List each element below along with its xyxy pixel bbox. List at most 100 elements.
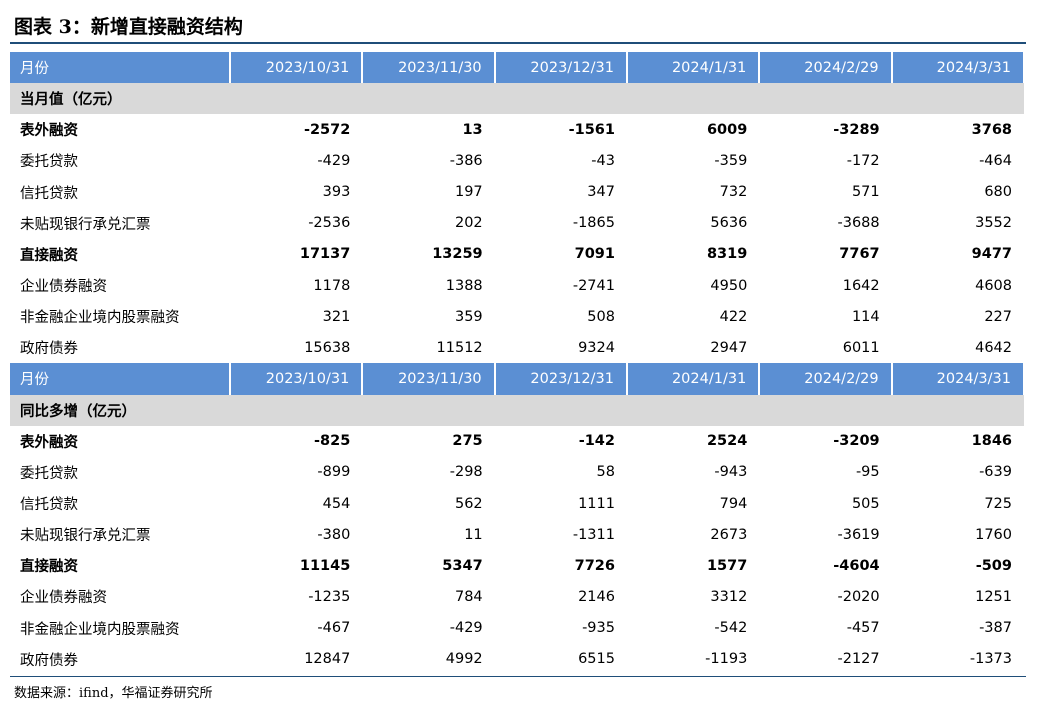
- data-row: 企业债券融资 -1235 784 2146 3312 -2020 1251: [10, 581, 1024, 612]
- header-cell: 月份: [10, 363, 231, 395]
- row-label: 政府债券: [20, 341, 78, 358]
- value-cell: 2673: [710, 526, 748, 543]
- value-cell: 732: [719, 184, 748, 201]
- value-cell: 2524: [706, 433, 748, 450]
- header-cell: 2023/11/30: [362, 52, 496, 84]
- value-cell: 725: [984, 495, 1012, 512]
- value-cell: -3688: [837, 215, 880, 232]
- value-cell: -2127: [837, 651, 880, 668]
- header-cell: 2024/2/29: [759, 363, 893, 395]
- value-cell: 3312: [710, 588, 748, 605]
- value-cell: -4604: [833, 557, 880, 574]
- value-cell: -457: [846, 620, 880, 637]
- data-row: 非金融企业境内股票融资 321 359 508 422 114 227: [10, 301, 1024, 332]
- value-cell: 1760: [975, 526, 1012, 543]
- value-cell: 7091: [574, 246, 615, 263]
- value-cell: 1642: [842, 277, 880, 294]
- value-cell: 794: [719, 495, 748, 512]
- header-cell: 2024/1/31: [626, 52, 761, 84]
- value-cell: 3552: [975, 215, 1012, 232]
- title: 图表 3：新增直接融资结构: [14, 16, 243, 38]
- data-row: 直接融资 11145 5347 7726 1577 -4604 -509: [10, 550, 1024, 581]
- value-cell: 7767: [839, 246, 880, 263]
- value-cell: 11145: [299, 557, 351, 574]
- data-row: 政府债券 12847 4992 6515 -1193 -2127 -1373: [10, 644, 1024, 675]
- value-cell: 9477: [971, 246, 1012, 263]
- value-cell: 227: [984, 308, 1012, 325]
- value-cell: 202: [454, 215, 483, 232]
- value-cell: 4608: [975, 277, 1012, 294]
- header-cell: 2024/3/31: [891, 363, 1026, 395]
- value-cell: -429: [449, 620, 483, 637]
- value-cell: -467: [317, 620, 351, 637]
- value-cell: -43: [591, 152, 615, 169]
- bottom-rule: [10, 676, 1026, 677]
- value-cell: 1846: [971, 433, 1012, 450]
- value-cell: -935: [582, 620, 615, 637]
- value-cell: 4992: [445, 651, 483, 668]
- value-cell: 1388: [445, 277, 483, 294]
- value-cell: 1577: [706, 557, 748, 574]
- value-cell: -2536: [308, 215, 351, 232]
- title-rule: [10, 42, 1026, 44]
- value-cell: -825: [314, 433, 351, 450]
- row-label: 未贴现银行承兑汇票: [20, 528, 151, 545]
- header-cell: 2023/12/31: [494, 52, 628, 84]
- value-cell: 5347: [442, 557, 483, 574]
- header-cell: 2024/3/31: [891, 52, 1026, 84]
- group-cell: 当月值（亿元）: [10, 83, 1024, 115]
- value-cell: -639: [979, 464, 1012, 481]
- value-cell: -509: [975, 557, 1012, 574]
- value-cell: -1311: [572, 526, 615, 543]
- value-cell: 571: [851, 184, 880, 201]
- data-row: 表外融资 -2572 13 -1561 6009 -3289 3768: [10, 114, 1024, 145]
- row-label: 信托贷款: [20, 497, 78, 514]
- group-cell: 同比多增（亿元）: [10, 394, 1024, 426]
- data-row: 未贴现银行承兑汇票 -380 11 -1311 2673 -3619 1760: [10, 519, 1024, 550]
- value-cell: 275: [452, 433, 483, 450]
- value-cell: -1561: [568, 121, 615, 138]
- row-label: 表外融资: [20, 434, 78, 451]
- value-cell: 2146: [578, 588, 615, 605]
- value-cell: -1193: [705, 651, 748, 668]
- value-cell: -542: [714, 620, 748, 637]
- data-row: 政府债券 15638 11512 9324 2947 6011 4642: [10, 332, 1024, 363]
- value-cell: -429: [317, 152, 351, 169]
- data-table: 月份 2023/10/31 2023/11/30 2023/12/31 2024/1/3…: [10, 52, 1026, 675]
- value-cell: -3619: [837, 526, 880, 543]
- value-cell: -464: [979, 152, 1012, 169]
- row-label: 信托贷款: [20, 185, 78, 202]
- value-cell: 6515: [578, 651, 615, 668]
- value-cell: 1178: [313, 277, 351, 294]
- value-cell: 197: [454, 184, 483, 201]
- row-label: 表外融资: [20, 123, 78, 140]
- header-cell: 月份: [10, 52, 231, 84]
- value-cell: -1235: [308, 588, 351, 605]
- value-cell: 347: [587, 184, 615, 201]
- value-cell: -142: [578, 433, 615, 450]
- value-cell: 422: [719, 308, 748, 325]
- value-cell: 393: [322, 184, 351, 201]
- value-cell: 1251: [975, 588, 1012, 605]
- row-label: 委托贷款: [20, 465, 78, 482]
- value-cell: -2020: [837, 588, 880, 605]
- value-cell: 4642: [975, 339, 1012, 356]
- value-cell: 4950: [710, 277, 748, 294]
- value-cell: -95: [855, 464, 880, 481]
- value-cell: -3209: [833, 433, 880, 450]
- value-cell: 508: [587, 308, 615, 325]
- data-row: 委托贷款 -899 -298 58 -943 -95 -639: [10, 457, 1024, 488]
- value-cell: -386: [449, 152, 483, 169]
- value-cell: 3768: [971, 121, 1012, 138]
- value-cell: 2947: [710, 339, 748, 356]
- value-cell: 11: [464, 526, 483, 543]
- value-cell: -387: [979, 620, 1012, 637]
- value-cell: 7726: [574, 557, 615, 574]
- data-row: 未贴现银行承兑汇票 -2536 202 -1865 5636 -3688 3552: [10, 208, 1024, 239]
- data-row: 直接融资 17137 13259 7091 8319 7767 9477: [10, 239, 1024, 270]
- header-cell: 2023/12/31: [494, 363, 628, 395]
- data-row: 委托贷款 -429 -386 -43 -359 -172 -464: [10, 145, 1024, 176]
- value-cell: 17137: [299, 246, 351, 263]
- value-cell: 784: [454, 588, 483, 605]
